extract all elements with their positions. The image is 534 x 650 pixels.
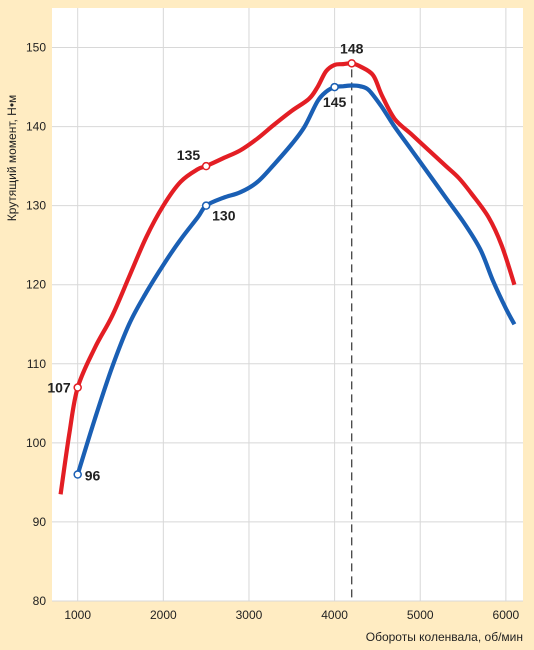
data-point-marker (201, 161, 211, 171)
y-tick-label: 100 (26, 436, 46, 450)
data-label: 145 (323, 94, 347, 110)
y-tick-label: 130 (26, 199, 46, 213)
y-tick-label: 110 (27, 357, 46, 371)
y-tick-label: 90 (33, 515, 47, 529)
tick-labels: 1000 2000 3000 4000 5000 6000 80 90 100 110 120 130… (26, 41, 520, 622)
x-tick-label: 5000 (407, 608, 434, 622)
y-tick-label: 120 (26, 278, 46, 292)
y-tick-label: 140 (26, 120, 46, 134)
data-label: 96 (85, 467, 101, 483)
x-tick-label: 1000 (64, 608, 91, 622)
y-tick-label: 150 (26, 41, 46, 55)
data-point-marker (347, 59, 356, 68)
x-tick-label: 4000 (321, 608, 348, 622)
data-label: 130 (212, 208, 236, 224)
y-axis-title: Крутящий момент, Н•м (5, 95, 19, 222)
y-tick-label: 80 (33, 594, 47, 608)
data-point-marker (330, 82, 339, 92)
plot-area (52, 8, 523, 601)
x-axis-title: Обороты коленвала, об/мин (366, 630, 523, 644)
data-point-marker (73, 383, 82, 392)
data-label: 148 (340, 40, 364, 56)
x-tick-label: 2000 (150, 608, 177, 622)
red-torque-curve (58, 61, 517, 495)
x-tick-label: 3000 (236, 608, 263, 622)
x-tick-label: 6000 (493, 608, 520, 622)
blue-torque-curve (75, 83, 517, 476)
data-label: 135 (177, 147, 201, 163)
data-label: 107 (47, 380, 71, 396)
data-point-marker (73, 470, 82, 479)
markers-group: 107 135 148 96 130 145 (47, 40, 363, 483)
series-group (58, 61, 517, 495)
data-point-marker (201, 201, 211, 210)
